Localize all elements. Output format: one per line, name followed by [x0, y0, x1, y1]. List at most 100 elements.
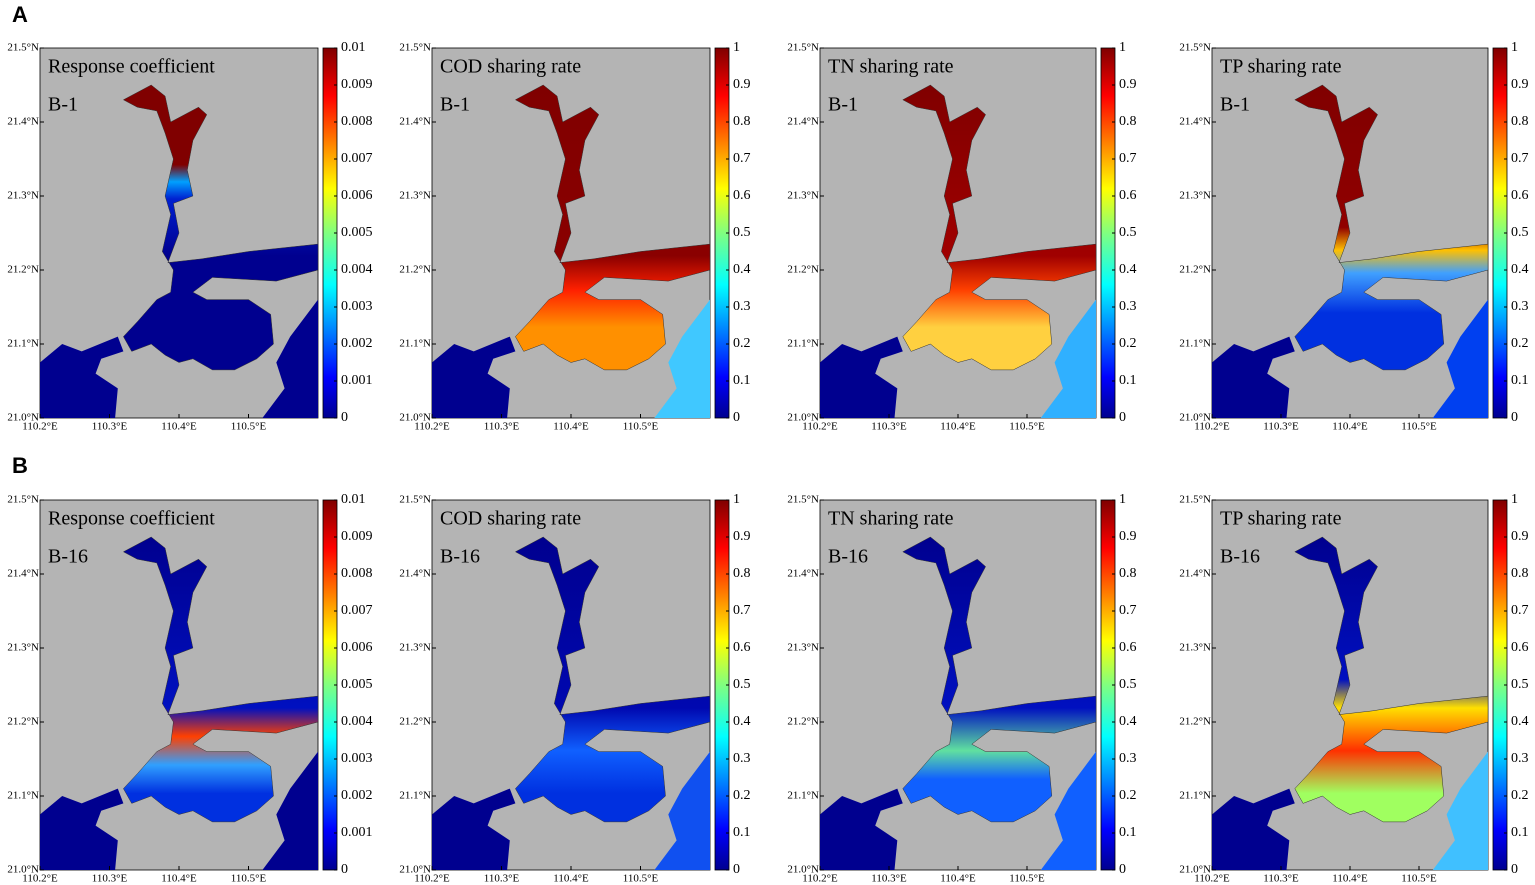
colorbar-tick-label: 0.005: [341, 677, 373, 692]
sea-field: [820, 336, 903, 418]
water-field: [1294, 536, 1489, 823]
colorbar-tick-label: 0.2: [733, 788, 751, 803]
lon-tick-label: 110.5°E: [623, 421, 659, 433]
lon-tick-label: 110.5°E: [231, 421, 267, 433]
lat-tick-label: 21.1°N: [1179, 790, 1211, 802]
colorbar-tick-label: 0.4: [733, 714, 751, 729]
colorbar-tick-label: 0: [1511, 410, 1518, 425]
colorbar-tick-label: 0.2: [1511, 336, 1529, 351]
water-field: [514, 84, 711, 371]
lon-tick-label: 110.3°E: [1263, 873, 1299, 885]
colorbar-tick-label: 0.2: [733, 336, 751, 351]
colorbar-tick-label: 0.9: [1511, 77, 1529, 92]
colorbar-tick-label: 0.1: [1511, 373, 1529, 388]
lat-tick-label: 21.5°N: [7, 494, 39, 506]
scenario-label: B-1: [48, 94, 78, 116]
scenario-label: B-16: [1220, 546, 1260, 568]
colorbar-tick-label: 0.6: [1511, 188, 1529, 203]
lat-tick-label: 21.4°N: [399, 116, 431, 128]
sea-field: [1212, 336, 1295, 418]
map-title: Response coefficient: [48, 56, 215, 78]
map-title: Response coefficient: [48, 508, 215, 530]
water-field: [122, 84, 319, 371]
colorbar-tick-label: 0.007: [341, 603, 373, 618]
lon-tick-label: 110.4°E: [1332, 421, 1368, 433]
colorbar-tick-label: 0.006: [341, 188, 373, 203]
colorbar-tick-label: 1: [1511, 40, 1518, 55]
map-title: COD sharing rate: [440, 508, 581, 530]
lat-tick-label: 21.5°N: [7, 42, 39, 54]
colorbar-tick-label: 0.5: [1119, 225, 1137, 240]
lat-tick-label: 21.3°N: [787, 642, 819, 654]
colorbar-tick-label: 0.2: [1119, 336, 1137, 351]
lat-tick-label: 21.3°N: [7, 190, 39, 202]
colorbar-tick-label: 0.005: [341, 225, 373, 240]
colorbar-tick-label: 0.01: [341, 40, 366, 55]
colorbar-tick-label: 0.6: [1511, 640, 1529, 655]
lat-tick-label: 21.1°N: [399, 790, 431, 802]
lat-tick-label: 21.5°N: [399, 494, 431, 506]
water-field: [902, 84, 1097, 371]
colorbar-tick-label: 0.1: [1119, 373, 1137, 388]
lon-tick-label: 110.2°E: [802, 873, 838, 885]
sea-field: [1212, 788, 1295, 870]
colorbar-tick-label: 0.4: [1119, 714, 1137, 729]
lat-tick-label: 21.1°N: [787, 790, 819, 802]
lon-tick-label: 110.2°E: [22, 873, 58, 885]
colorbar-tick-label: 0.002: [341, 336, 373, 351]
scenario-label: B-16: [828, 546, 868, 568]
lat-tick-label: 21.0°N: [7, 412, 39, 424]
colorbar-tick-label: 0.002: [341, 788, 373, 803]
lat-tick-label: 21.5°N: [787, 42, 819, 54]
colorbar-tick-label: 0.7: [1511, 151, 1529, 166]
colorbar-tick-label: 0.5: [1511, 677, 1529, 692]
colorbar-tick-label: 0.5: [733, 225, 751, 240]
map-title: COD sharing rate: [440, 56, 581, 78]
colorbar-tick-label: 0.1: [1511, 825, 1529, 840]
lon-tick-label: 110.3°E: [92, 421, 128, 433]
lat-tick-label: 21.2°N: [787, 716, 819, 728]
lat-tick-label: 21.0°N: [399, 412, 431, 424]
colorbar-tick-label: 0.7: [1119, 151, 1137, 166]
map-title: TP sharing rate: [1220, 56, 1342, 78]
lat-tick-label: 21.0°N: [399, 864, 431, 876]
lon-tick-label: 110.3°E: [1263, 421, 1299, 433]
water-field: [122, 536, 319, 823]
sea-field: [432, 788, 516, 870]
sea-field: [1432, 299, 1488, 418]
colorbar-tick-label: 0.3: [1511, 751, 1529, 766]
sea-field: [1040, 751, 1096, 870]
colorbar-tick-label: 0.008: [341, 566, 373, 581]
colorbar-tick-label: 0.9: [1119, 77, 1137, 92]
lat-tick-label: 21.4°N: [7, 116, 39, 128]
colorbar-tick-label: 0.9: [1119, 529, 1137, 544]
scenario-label: B-1: [440, 94, 470, 116]
lat-tick-label: 21.1°N: [399, 338, 431, 350]
colorbar-tick-label: 0.9: [733, 529, 751, 544]
lon-tick-label: 110.3°E: [92, 873, 128, 885]
lon-tick-label: 110.4°E: [161, 873, 197, 885]
sea-field: [1432, 751, 1488, 870]
colorbar-tick-label: 0.6: [1119, 640, 1137, 655]
map-title: TP sharing rate: [1220, 508, 1342, 530]
lat-tick-label: 21.1°N: [7, 338, 39, 350]
sea-field: [262, 751, 318, 870]
colorbar-tick-label: 0.8: [733, 114, 751, 129]
lon-tick-label: 110.3°E: [484, 873, 520, 885]
colorbar-tick-label: 0.9: [733, 77, 751, 92]
colorbar-tick-label: 1: [733, 40, 740, 55]
map-title: TN sharing rate: [828, 56, 954, 78]
lon-tick-label: 110.4°E: [553, 421, 589, 433]
panel-letter: B: [12, 453, 28, 478]
colorbar-tick-label: 0.3: [733, 751, 751, 766]
colorbar-tick-label: 0.004: [341, 262, 373, 277]
water-field: [1294, 84, 1489, 371]
lat-tick-label: 21.5°N: [1179, 494, 1211, 506]
sea-field: [1040, 299, 1096, 418]
colorbar-tick-label: 0: [1119, 862, 1126, 877]
colorbar-tick-label: 0.6: [1119, 188, 1137, 203]
colorbar-tick-label: 0: [1511, 862, 1518, 877]
colorbar-tick-label: 0.6: [733, 640, 751, 655]
lat-tick-label: 21.0°N: [1179, 412, 1211, 424]
